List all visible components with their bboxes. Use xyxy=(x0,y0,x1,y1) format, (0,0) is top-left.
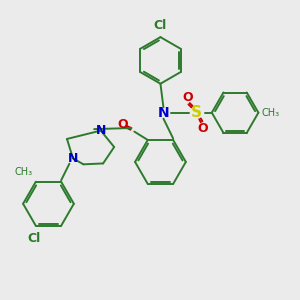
Text: O: O xyxy=(118,118,128,131)
Text: O: O xyxy=(183,91,193,103)
Text: CH₃: CH₃ xyxy=(262,108,280,118)
Text: Cl: Cl xyxy=(154,19,167,32)
Text: S: S xyxy=(191,105,202,120)
Text: O: O xyxy=(197,122,208,135)
Text: N: N xyxy=(95,124,106,137)
Text: CH₃: CH₃ xyxy=(15,167,33,177)
Text: N: N xyxy=(158,106,169,120)
Text: N: N xyxy=(68,152,78,165)
Text: Cl: Cl xyxy=(28,232,41,245)
